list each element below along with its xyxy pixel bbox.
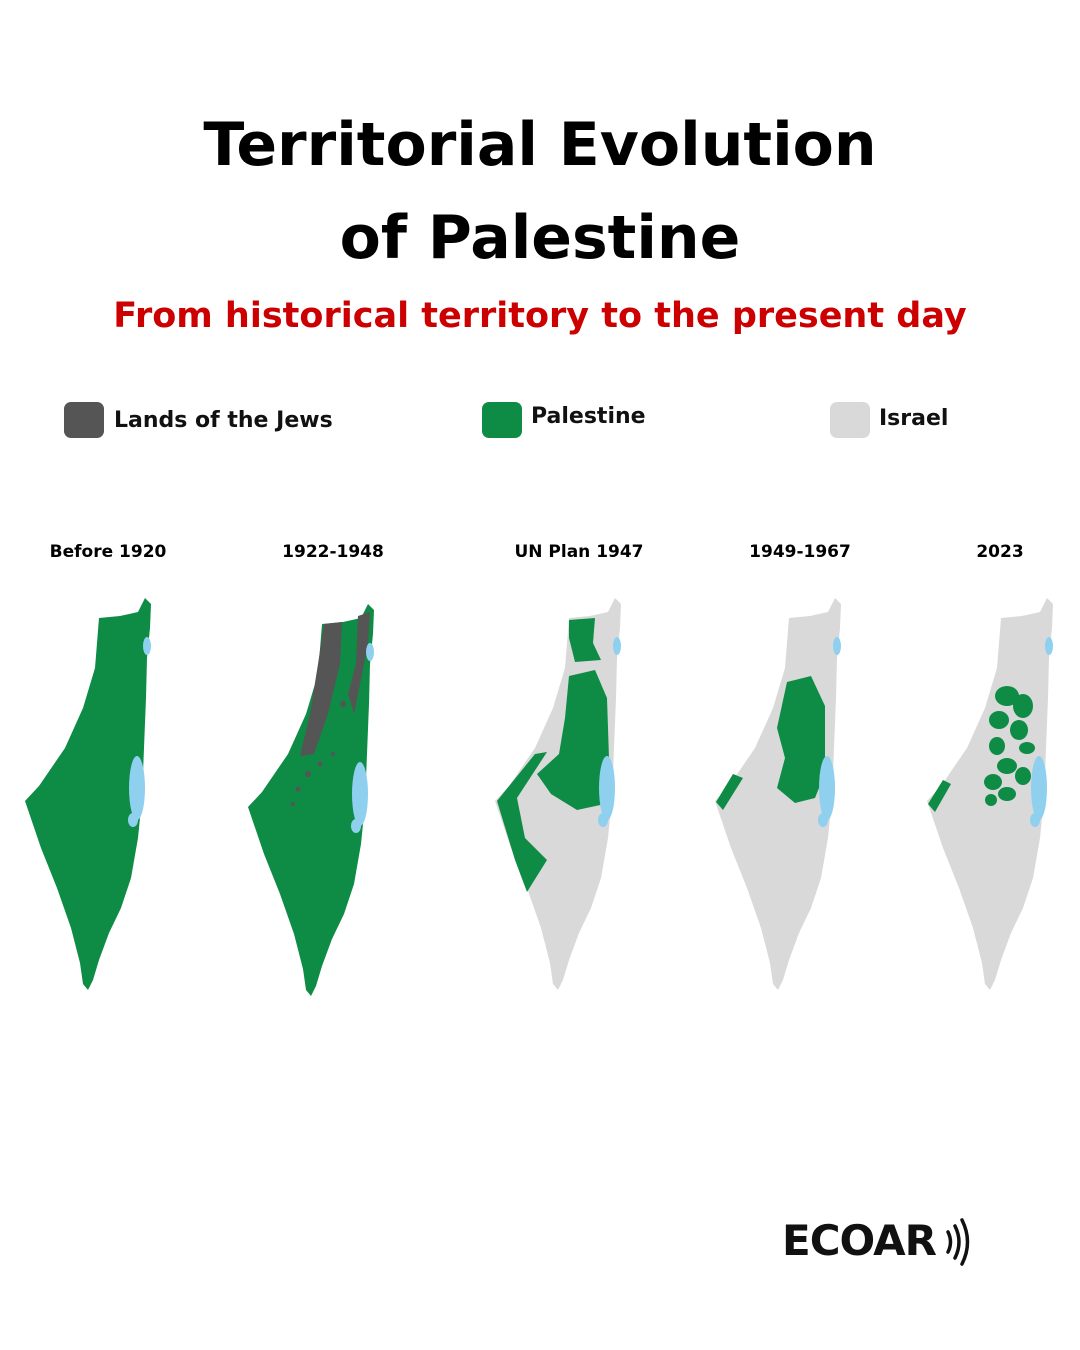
map-label: UN Plan 1947 xyxy=(514,542,644,562)
logo: ECOAR xyxy=(782,1216,937,1265)
legend-swatch xyxy=(830,402,870,438)
map-label: 1949-1967 xyxy=(749,542,851,562)
legend-label: Palestine xyxy=(531,404,646,429)
map xyxy=(495,598,621,990)
legend-label: Israel xyxy=(879,406,949,431)
map-label: 2023 xyxy=(976,542,1024,562)
map xyxy=(25,598,151,990)
logo-icon xyxy=(946,1218,970,1266)
map-label: Before 1920 xyxy=(49,542,167,562)
legend-swatch xyxy=(482,402,522,438)
map xyxy=(927,598,1053,990)
legend-label: Lands of the Jews xyxy=(114,408,333,433)
subtitle: From historical territory to the present… xyxy=(113,296,967,336)
map xyxy=(715,598,841,990)
legend-swatch xyxy=(64,402,104,438)
map xyxy=(248,604,374,996)
title: Territorial Evolution xyxy=(203,110,877,180)
title: of Palestine xyxy=(339,203,741,273)
map-label: 1922-1948 xyxy=(282,542,384,562)
